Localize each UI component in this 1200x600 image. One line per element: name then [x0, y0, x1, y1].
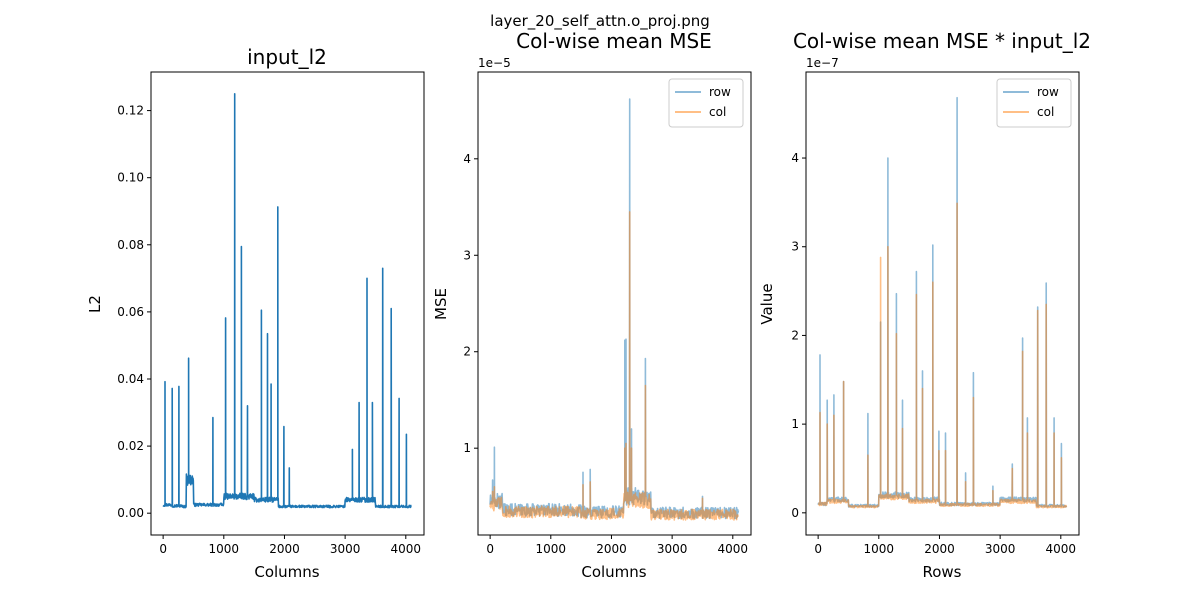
legend-label-col: col: [709, 105, 726, 119]
x-tick-label: 2000: [924, 542, 955, 556]
x-tick-label: 1000: [864, 542, 895, 556]
legend-box: [668, 78, 744, 128]
x-tick-label: 1000: [209, 542, 240, 556]
y-tick-label: 0.12: [117, 104, 144, 118]
offset-text: 1e−5: [478, 56, 511, 70]
y-tick-label: 4: [463, 152, 471, 166]
series-line-col: [489, 211, 739, 521]
x-tick-label: 3000: [985, 542, 1016, 556]
x-tick-label: 0: [159, 542, 167, 556]
axes-frame: [150, 71, 425, 536]
y-axis-label: Value: [758, 283, 776, 324]
legend-label-col: col: [1037, 105, 1054, 119]
y-tick-label: 1: [791, 417, 799, 431]
series-line-l2: [162, 93, 412, 509]
legend-box: [996, 78, 1072, 128]
x-tick-label: 2000: [269, 542, 300, 556]
panel-title: Col-wise mean MSE * input_l2: [793, 29, 1091, 53]
x-tick-label: 0: [814, 542, 822, 556]
x-axis-label: Rows: [922, 563, 961, 581]
axes-frame: [805, 71, 1080, 536]
y-tick-label: 3: [791, 240, 799, 254]
x-axis-label: Columns: [581, 563, 646, 581]
y-tick-label: 2: [463, 345, 471, 359]
panel-title: input_l2: [247, 45, 327, 69]
axes-frame: [477, 71, 752, 536]
x-tick-label: 4000: [1046, 542, 1077, 556]
y-axis-label: L2: [86, 295, 104, 313]
x-tick-label: 0: [486, 542, 494, 556]
x-tick-label: 3000: [330, 542, 361, 556]
x-axis-label: Columns: [254, 563, 319, 581]
panel-mse-times-input-l2: Col-wise mean MSE * input_l2 Rows Value …: [758, 29, 1091, 581]
x-tick-label: 4000: [718, 542, 749, 556]
y-tick-label: 2: [791, 328, 799, 342]
y-tick-label: 3: [463, 248, 471, 262]
plot-area: 0 1000 2000 3000 4000 0 1 2 3 4 row col: [791, 71, 1080, 556]
legend-label-row: row: [709, 85, 731, 99]
y-tick-label: 0.02: [117, 439, 144, 453]
y-tick-label: 0: [791, 506, 799, 520]
y-tick-label: 0.04: [117, 372, 144, 386]
y-tick-label: 0.08: [117, 238, 144, 252]
y-axis-label: MSE: [432, 288, 450, 320]
panel-input-l2: input_l2 Columns L2 0 1000 2000 3000 4000 0.0…: [86, 45, 425, 581]
plot-area: 0 1000 2000 3000 4000 0.00 0.02 0.04 0.06 0.08 0.1…: [117, 71, 425, 556]
series-line-col: [817, 202, 1068, 509]
y-tick-label: 0.10: [117, 171, 144, 185]
offset-text: 1e−7: [806, 56, 839, 70]
figure-suptitle: layer_20_self_attn.o_proj.png: [490, 12, 710, 31]
x-tick-label: 4000: [391, 542, 422, 556]
x-tick-label: 3000: [657, 542, 688, 556]
plot-area: 0 1000 2000 3000 4000 1 2 3 4 row col: [463, 71, 752, 556]
y-tick-label: 0.06: [117, 305, 144, 319]
y-tick-label: 4: [791, 151, 799, 165]
y-tick-label: 1: [463, 441, 471, 455]
x-tick-label: 2000: [596, 542, 627, 556]
x-tick-label: 1000: [536, 542, 567, 556]
legend-label-row: row: [1037, 85, 1059, 99]
panel-col-wise-mean-mse: Col-wise mean MSE Columns MSE 1e−5 0 1000…: [432, 29, 752, 581]
panel-title: Col-wise mean MSE: [516, 29, 712, 53]
y-tick-label: 0.00: [117, 506, 144, 520]
